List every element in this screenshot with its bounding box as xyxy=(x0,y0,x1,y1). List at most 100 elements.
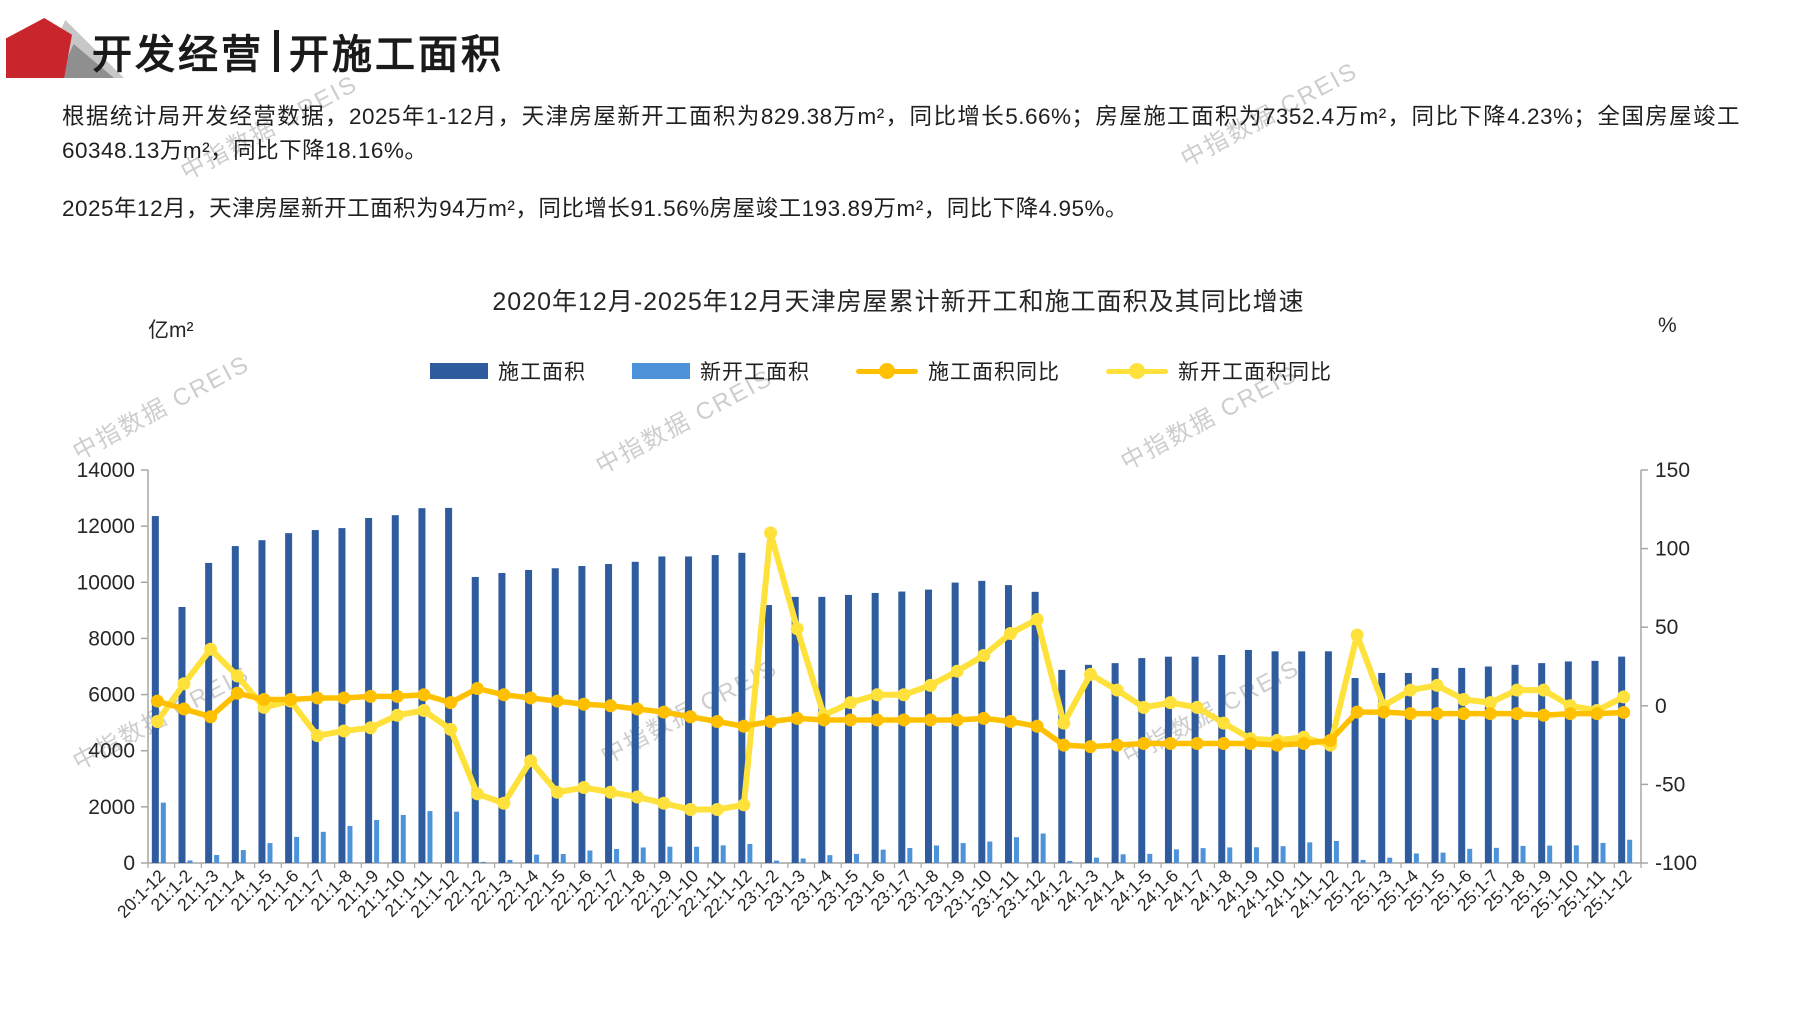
bar-construction-area xyxy=(1004,585,1012,863)
right-tick-label: 50 xyxy=(1655,616,1678,639)
bar-construction-area xyxy=(285,533,293,863)
bar-construction-area xyxy=(1431,667,1439,863)
marker-new-starts-yoy xyxy=(337,724,351,738)
bar-new-starts-area xyxy=(960,843,966,863)
bar-new-starts-area xyxy=(187,860,193,863)
x-axis-label: 25:1-3 xyxy=(1346,866,1395,915)
marker-new-starts-yoy xyxy=(150,715,164,729)
x-axis-label: 23:1-3 xyxy=(760,866,809,915)
legend-item-3: 施工面积同比 xyxy=(856,356,1060,386)
x-axis-label: 24:1-4 xyxy=(1080,866,1129,915)
marker-new-starts-yoy xyxy=(684,803,698,817)
bar-construction-area xyxy=(605,564,613,863)
bar-new-starts-area xyxy=(747,843,753,863)
marker-construction-yoy xyxy=(923,713,937,727)
x-axis-label: 22:1-9 xyxy=(626,866,675,915)
marker-construction-yoy xyxy=(897,713,911,727)
bar-new-starts-area xyxy=(347,825,353,863)
marker-construction-yoy xyxy=(844,713,858,727)
marker-construction-yoy xyxy=(1217,737,1231,751)
marker-new-starts-yoy xyxy=(524,754,538,768)
bar-construction-area xyxy=(151,516,159,863)
right-tick-label: 150 xyxy=(1655,459,1690,482)
creis-logo xyxy=(6,16,124,78)
marker-new-starts-yoy xyxy=(577,781,591,795)
title-divider xyxy=(274,30,279,72)
marker-new-starts-yoy xyxy=(1377,699,1391,713)
watermark: 中指数据 CREIS xyxy=(596,654,783,771)
bar-new-starts-area xyxy=(694,846,700,863)
marker-construction-yoy xyxy=(1323,733,1337,747)
bar-construction-area xyxy=(1618,656,1626,863)
marker-construction-yoy xyxy=(204,710,218,724)
bar-construction-area xyxy=(231,546,239,863)
marker-construction-yoy xyxy=(1563,707,1577,721)
bar-construction-area xyxy=(951,582,959,863)
x-axis-label: 24:1-6 xyxy=(1133,866,1182,915)
bar-new-starts-area xyxy=(614,848,620,863)
marker-new-starts-yoy xyxy=(764,526,778,540)
bar-construction-area xyxy=(818,596,826,863)
marker-new-starts-yoy xyxy=(1457,693,1471,707)
x-axis-label: 25:1-8 xyxy=(1480,866,1529,915)
bar-new-starts-area xyxy=(1013,837,1019,863)
marker-construction-yoy xyxy=(657,705,671,719)
marker-construction-yoy xyxy=(1350,705,1364,719)
bar-construction-area xyxy=(471,576,479,863)
x-axis-label: 23:1-4 xyxy=(786,866,835,915)
legend-swatch-line xyxy=(856,362,918,380)
marker-new-starts-yoy xyxy=(1563,699,1577,713)
bar-new-starts-area xyxy=(507,859,513,863)
marker-construction-yoy xyxy=(1083,740,1097,754)
bar-construction-area xyxy=(1271,651,1279,863)
bar-new-starts-area xyxy=(1547,845,1553,863)
x-axis-label: 23:1-11 xyxy=(967,866,1022,921)
marker-new-starts-yoy xyxy=(497,796,511,810)
bar-new-starts-area xyxy=(294,836,300,863)
x-axis-label: 25:1-5 xyxy=(1400,866,1449,915)
bar-construction-area xyxy=(205,562,213,863)
bar-construction-area xyxy=(311,530,319,863)
bar-construction-area xyxy=(845,594,853,863)
left-tick-label: 14000 xyxy=(77,459,135,482)
bar-construction-area xyxy=(391,515,399,863)
x-axis-label: 24:1-10 xyxy=(1233,866,1289,922)
left-tick-label: 0 xyxy=(123,852,135,875)
x-axis-label: 25:1-11 xyxy=(1554,866,1609,921)
bar-construction-area xyxy=(898,591,906,863)
chart-legend: 施工面积 新开工面积 施工面积同比 新开工面积同比 xyxy=(430,356,1332,386)
legend-label: 施工面积同比 xyxy=(928,361,1060,384)
bar-new-starts-area xyxy=(1227,847,1233,863)
legend-item-1: 施工面积 xyxy=(430,356,586,386)
x-axis-label: 25:1-6 xyxy=(1426,866,1475,915)
bar-construction-area xyxy=(1404,672,1412,863)
x-axis-label: 22:1-2 xyxy=(440,866,489,915)
bar-new-starts-area xyxy=(320,831,326,863)
bar-construction-area xyxy=(1458,667,1466,863)
x-axis-label: 24:1-12 xyxy=(1286,866,1342,922)
bar-new-starts-area xyxy=(1440,852,1446,863)
page-title: 开发经营 开施工面积 xyxy=(92,22,504,80)
marker-new-starts-yoy xyxy=(1430,678,1444,692)
marker-new-starts-yoy xyxy=(817,708,831,722)
right-tick-label: 100 xyxy=(1655,538,1690,561)
marker-construction-yoy xyxy=(524,691,538,705)
bar-new-starts-area xyxy=(267,843,273,863)
marker-new-starts-yoy xyxy=(1110,683,1124,697)
marker-new-starts-yoy xyxy=(1350,628,1364,642)
marker-new-starts-yoy xyxy=(284,694,298,708)
bar-construction-area xyxy=(1564,661,1572,863)
marker-construction-yoy xyxy=(1297,737,1311,751)
marker-construction-yoy xyxy=(310,691,324,705)
marker-new-starts-yoy xyxy=(1617,690,1631,704)
x-axis-label: 24:1-9 xyxy=(1213,866,1262,915)
x-axis-label: 22:1-7 xyxy=(573,866,622,915)
x-axis-label: 25:1-4 xyxy=(1373,866,1422,915)
bar-construction-area xyxy=(658,556,666,863)
marker-new-starts-yoy xyxy=(1590,704,1604,718)
marker-construction-yoy xyxy=(390,689,404,703)
bar-new-starts-area xyxy=(1307,842,1313,863)
page-title-left: 开发经营 xyxy=(92,33,264,77)
marker-construction-yoy xyxy=(710,715,724,729)
bar-new-starts-area xyxy=(1387,857,1393,863)
